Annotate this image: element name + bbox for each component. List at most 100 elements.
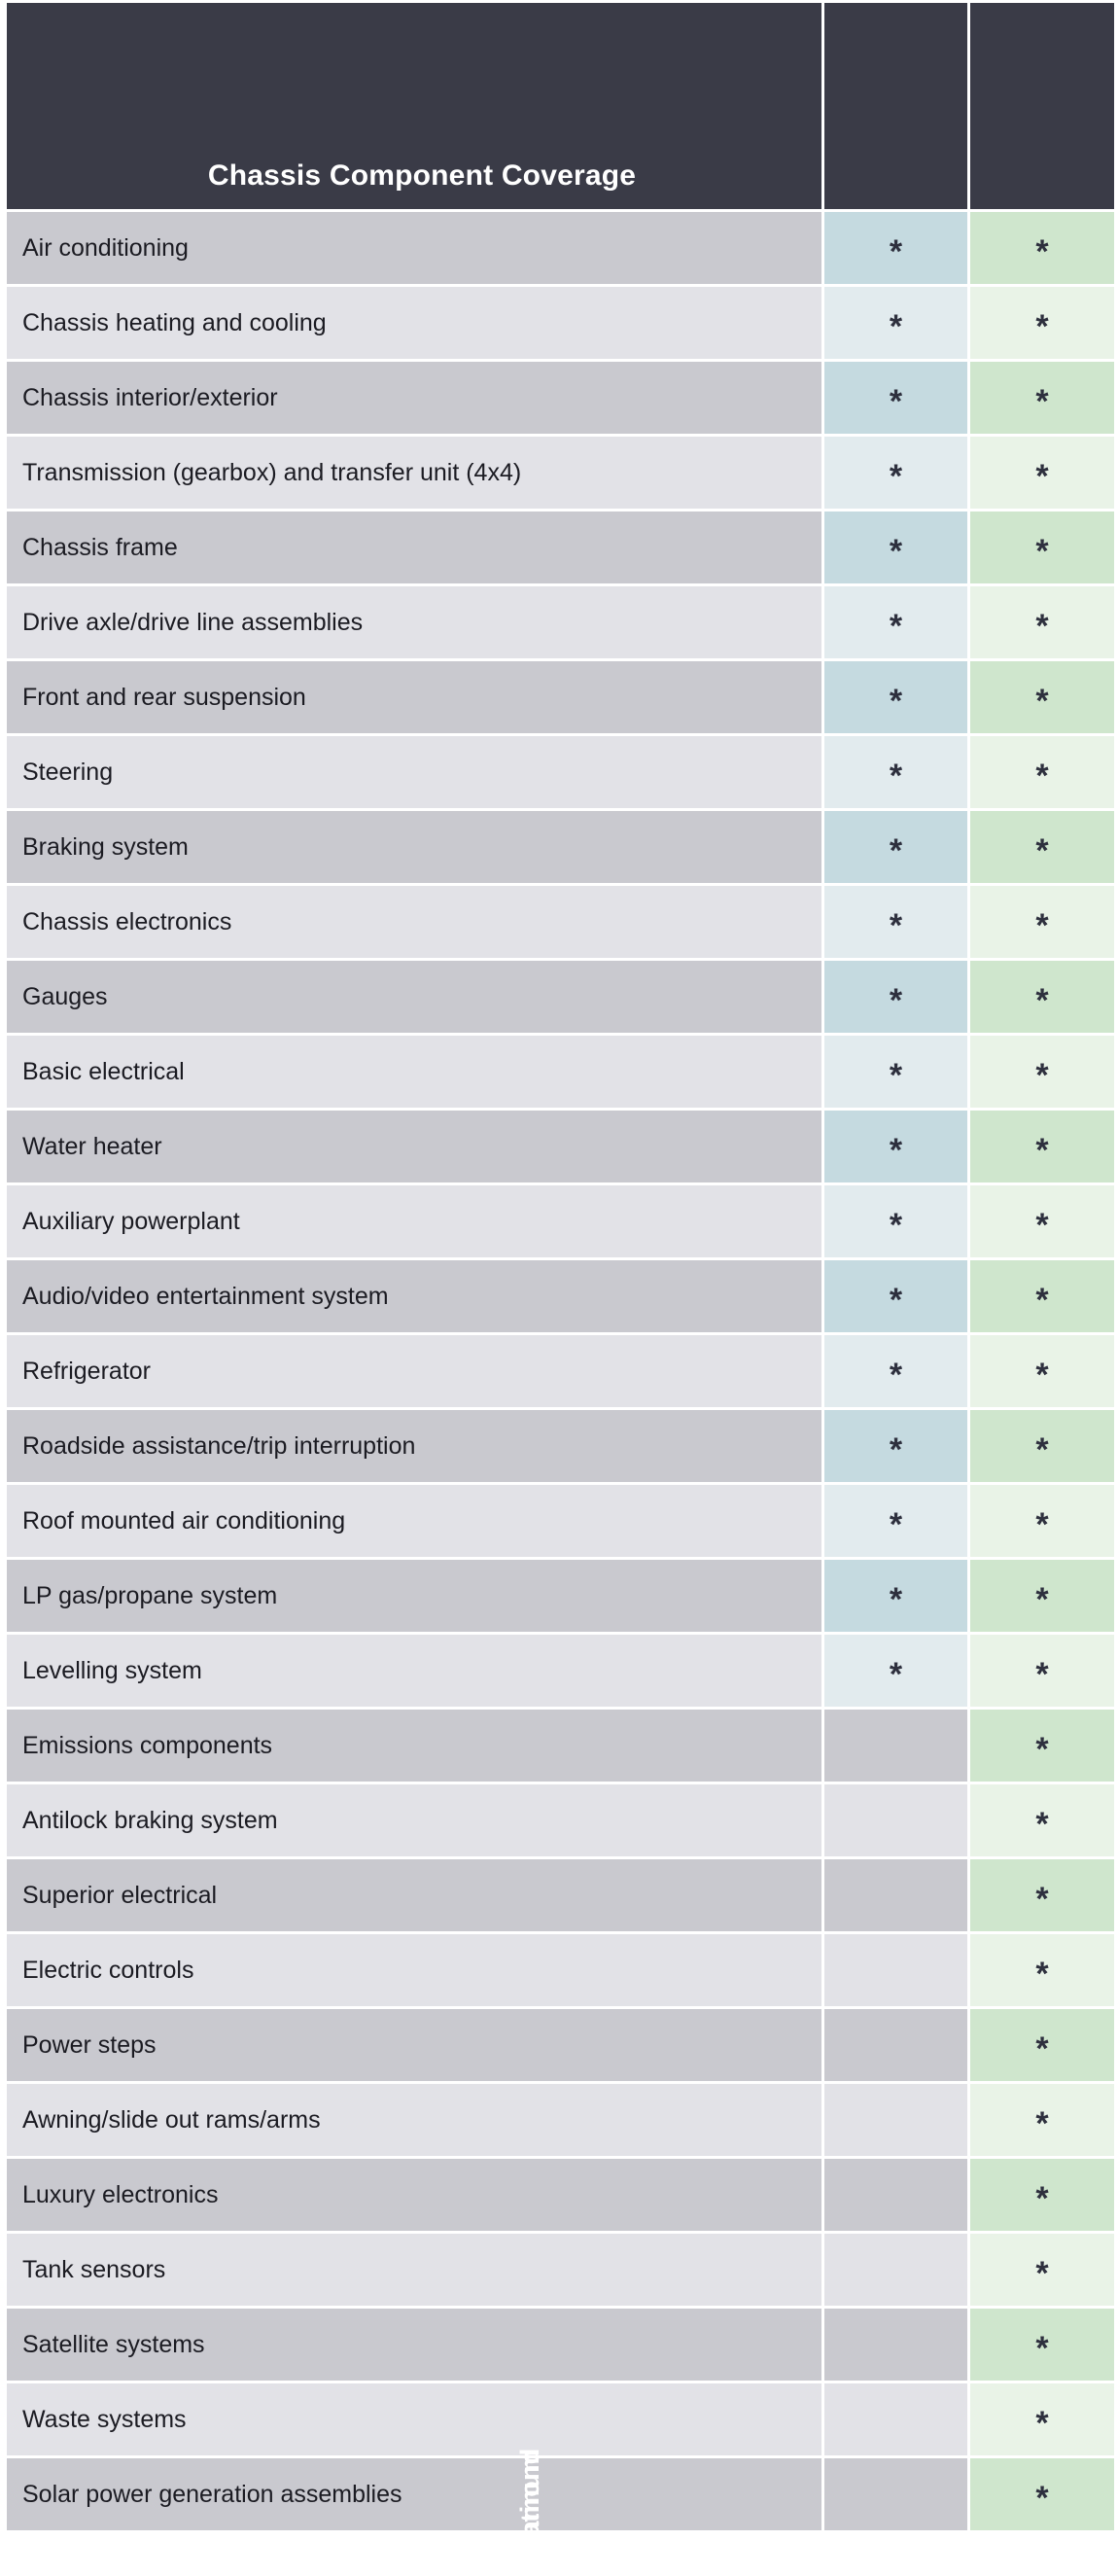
platinum-cell: * <box>824 437 967 509</box>
diamond-cell: * <box>970 437 1114 509</box>
table-row: Levelling system * * <box>7 1635 1114 1707</box>
platinum-cell: * <box>824 1410 967 1482</box>
diamond-cell: * <box>970 1934 1114 2006</box>
row-label: Electric controls <box>7 1934 821 2006</box>
row-label: Luxury electronics <box>7 2159 821 2231</box>
column-header-platinum: Platinum <box>515 3 967 2562</box>
asterisk-icon: * <box>889 233 903 270</box>
table-row: Superior electrical * <box>7 1859 1114 1931</box>
row-label: Emissions components <box>7 1710 821 1782</box>
platinum-cell: * <box>824 1335 967 1407</box>
diamond-cell: * <box>970 1710 1114 1782</box>
table-row: Front and rear suspension * * <box>7 661 1114 733</box>
platinum-cell: * <box>824 886 967 958</box>
row-label: Waste systems <box>7 2383 821 2455</box>
diamond-cell: * <box>970 1185 1114 1257</box>
diamond-cell: * <box>970 1260 1114 1332</box>
diamond-cell: * <box>970 1560 1114 1632</box>
asterisk-icon: * <box>889 608 903 645</box>
asterisk-icon: * <box>1035 2180 1049 2217</box>
row-label: Chassis heating and cooling <box>7 287 821 359</box>
platinum-cell: * <box>824 811 967 883</box>
asterisk-icon: * <box>889 1431 903 1468</box>
platinum-cell: * <box>824 736 967 808</box>
asterisk-icon: * <box>1035 383 1049 420</box>
diamond-cell: * <box>970 886 1114 958</box>
row-label: Power steps <box>7 2009 821 2081</box>
table-row: Emissions components * <box>7 1710 1114 1782</box>
diamond-cell: * <box>970 1485 1114 1557</box>
diamond-cell: * <box>970 2084 1114 2156</box>
page-title: Chassis Component Coverage <box>207 159 637 192</box>
table-row: Refrigerator * * <box>7 1335 1114 1407</box>
table-row: Antilock braking system * <box>7 1784 1114 1856</box>
table-row: Electric controls * <box>7 1934 1114 2006</box>
diamond-cell: * <box>970 2309 1114 2381</box>
diamond-cell: * <box>970 512 1114 583</box>
asterisk-icon: * <box>1035 2330 1049 2367</box>
row-label: Transmission (gearbox) and transfer unit… <box>7 437 821 509</box>
row-label: Refrigerator <box>7 1335 821 1407</box>
asterisk-icon: * <box>1035 1881 1049 1918</box>
asterisk-icon: * <box>1035 1956 1049 1993</box>
diamond-cell: * <box>970 1335 1114 1407</box>
asterisk-icon: * <box>889 758 903 794</box>
table-header: Chassis Component Coverage Platinum Diam… <box>7 3 1114 2562</box>
row-label: Superior electrical <box>7 1859 821 1931</box>
table-row: Power steps * <box>7 2009 1114 2081</box>
row-label: Antilock braking system <box>7 1784 821 1856</box>
asterisk-icon: * <box>1035 233 1049 270</box>
diamond-cell: * <box>970 586 1114 658</box>
table-row: Steering * * <box>7 736 1114 808</box>
asterisk-icon: * <box>889 1282 903 1319</box>
platinum-cell <box>824 2084 967 2156</box>
asterisk-icon: * <box>1035 683 1049 720</box>
asterisk-icon: * <box>1035 1207 1049 1244</box>
asterisk-icon: * <box>1035 1506 1049 1543</box>
asterisk-icon: * <box>1035 533 1049 570</box>
asterisk-icon: * <box>1035 608 1049 645</box>
diamond-cell: * <box>970 2458 1114 2530</box>
asterisk-icon: * <box>1035 1132 1049 1169</box>
asterisk-icon: * <box>1035 1282 1049 1319</box>
asterisk-icon: * <box>889 308 903 345</box>
table-row: Chassis interior/exterior * * <box>7 362 1114 434</box>
table-row: Water heater * * <box>7 1111 1114 1182</box>
asterisk-icon: * <box>1035 1431 1049 1468</box>
diamond-cell: * <box>970 212 1114 284</box>
platinum-cell <box>824 2458 967 2530</box>
asterisk-icon: * <box>1035 1806 1049 1843</box>
diamond-header-rotator: Diamond <box>0 2378 1118 2562</box>
asterisk-icon: * <box>889 533 903 570</box>
row-label: Braking system <box>7 811 821 883</box>
table-row: Transmission (gearbox) and transfer unit… <box>7 437 1114 509</box>
diamond-cell: * <box>970 362 1114 434</box>
asterisk-icon: * <box>889 832 903 869</box>
platinum-cell: * <box>824 512 967 583</box>
platinum-cell <box>824 1934 967 2006</box>
asterisk-icon: * <box>1035 1057 1049 1094</box>
platinum-cell: * <box>824 961 967 1033</box>
row-label: Chassis electronics <box>7 886 821 958</box>
asterisk-icon: * <box>889 1581 903 1618</box>
row-label: Audio/video entertainment system <box>7 1260 821 1332</box>
diamond-cell: * <box>970 736 1114 808</box>
table-row: Chassis electronics * * <box>7 886 1114 958</box>
row-label: Gauges <box>7 961 821 1033</box>
row-label: Levelling system <box>7 1635 821 1707</box>
asterisk-icon: * <box>1035 1656 1049 1693</box>
diamond-cell: * <box>970 1635 1114 1707</box>
platinum-cell: * <box>824 1635 967 1707</box>
asterisk-icon: * <box>1035 907 1049 944</box>
diamond-cell: * <box>970 2009 1114 2081</box>
asterisk-icon: * <box>1035 308 1049 345</box>
table-row: Chassis frame * * <box>7 512 1114 583</box>
diamond-cell: * <box>970 2159 1114 2231</box>
table-row: Awning/slide out rams/arms * <box>7 2084 1114 2156</box>
asterisk-icon: * <box>889 1357 903 1394</box>
table-row: Tank sensors * <box>7 2234 1114 2306</box>
diamond-cell: * <box>970 1111 1114 1182</box>
row-label: Roof mounted air conditioning <box>7 1485 821 1557</box>
row-label: Basic electrical <box>7 1036 821 1108</box>
platinum-cell <box>824 1784 967 1856</box>
